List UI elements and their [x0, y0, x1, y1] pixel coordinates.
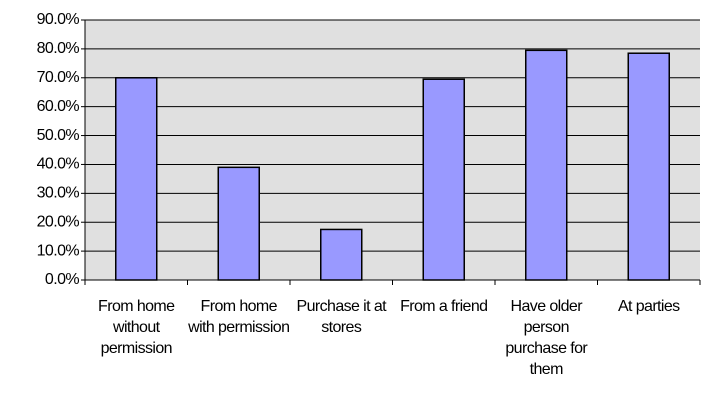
x-tick-label: From home with permission: [188, 298, 290, 336]
bar: [217, 166, 260, 281]
y-tick-label: 70.0%: [37, 69, 80, 86]
x-tick-label: Have older person purchase for them: [505, 298, 588, 378]
bar: [115, 77, 158, 281]
y-tick-label: 10.0%: [37, 242, 80, 259]
y-tick-label: 90.0%: [37, 11, 80, 28]
x-tick-label: From home without permission: [98, 298, 175, 357]
y-tick-label: 60.0%: [37, 98, 80, 115]
bar: [320, 228, 363, 281]
plot-area: [85, 20, 700, 280]
y-tick-label: 40.0%: [37, 156, 80, 173]
bar: [627, 52, 670, 281]
y-tick-label: 50.0%: [37, 127, 80, 144]
y-tick-label: 30.0%: [37, 185, 80, 202]
bar: [525, 49, 568, 281]
y-tick-label: 20.0%: [37, 213, 80, 230]
x-tick-label: From a friend: [400, 298, 488, 315]
y-tick-label: 80.0%: [37, 40, 80, 57]
y-tick-label: 0.0%: [45, 271, 79, 288]
x-tick-label: Purchase it at stores: [296, 298, 387, 336]
bar: [422, 78, 465, 281]
x-tick-label: At parties: [617, 298, 680, 315]
